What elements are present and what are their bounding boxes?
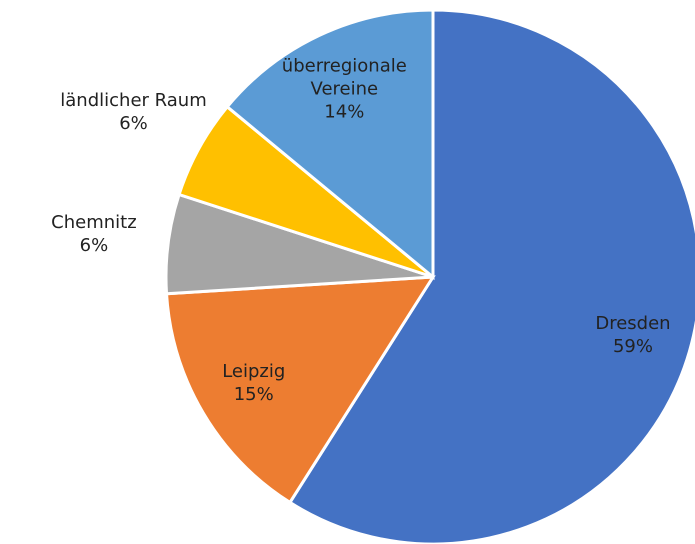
category-label: Leipzig	[222, 361, 286, 382]
slice-label: überregionale Vereine 14%	[269, 54, 419, 123]
value-label: 14%	[324, 101, 365, 123]
slice-label: Chemnitz 6%	[51, 211, 137, 257]
category-label: Chemnitz	[51, 212, 137, 234]
value-label: 59%	[612, 336, 653, 358]
category-label: ländlicher Raum	[60, 90, 207, 112]
slice-label: Leipzig 15%	[179, 360, 329, 406]
value-label: 6%	[119, 113, 148, 135]
category-label: Dresden	[595, 313, 671, 335]
value-label: 15%	[233, 384, 274, 405]
pie-slice	[164, 275, 436, 505]
pie-slice	[225, 8, 435, 281]
slice-label: ländlicher Raum 6%	[60, 89, 206, 135]
slice-label: Dresden 59%	[558, 312, 695, 358]
value-label: 6%	[79, 235, 109, 257]
category-label: überregionale Vereine	[281, 55, 407, 100]
